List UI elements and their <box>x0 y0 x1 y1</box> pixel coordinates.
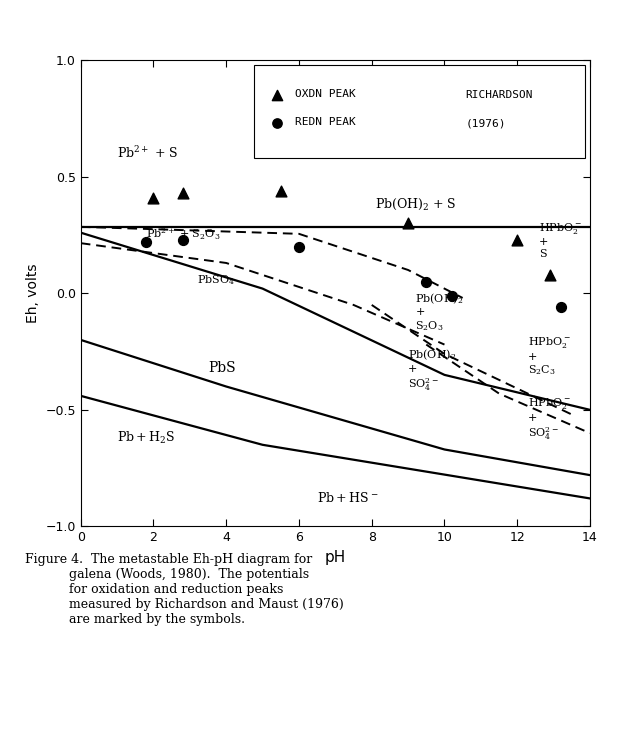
Text: $\mathregular{Pb + HS^-}$: $\mathregular{Pb + HS^-}$ <box>317 491 379 505</box>
Text: (1976): (1976) <box>465 118 505 128</box>
Y-axis label: Eh, volts: Eh, volts <box>26 263 40 323</box>
FancyBboxPatch shape <box>254 65 585 158</box>
Text: $\mathregular{Pb^{2+}}$ + S: $\mathregular{Pb^{2+}}$ + S <box>117 145 178 162</box>
Point <box>421 276 431 288</box>
Text: $\mathregular{HPbO_2^-}$
+
S: $\mathregular{HPbO_2^-}$ + S <box>539 220 582 259</box>
Point <box>272 117 282 129</box>
Text: OXDN PEAK: OXDN PEAK <box>294 89 355 99</box>
Point <box>556 302 566 314</box>
Text: $\mathregular{HPbO_2^-}$
+
$\mathregular{S_2C_3}$: $\mathregular{HPbO_2^-}$ + $\mathregular… <box>528 335 571 378</box>
Point <box>276 185 286 197</box>
X-axis label: pH: pH <box>325 550 346 565</box>
Text: $\mathregular{HPbO_2^-}$
+
$\mathregular{SO_4^{2-}}$: $\mathregular{HPbO_2^-}$ + $\mathregular… <box>528 396 571 442</box>
Text: ●  REDN PEAK}: ● REDN PEAK} <box>264 132 356 145</box>
Text: $\mathregular{Pb(OH)_2}$ + S: $\mathregular{Pb(OH)_2}$ + S <box>375 197 457 212</box>
Text: $\mathregular{Pb^{2+}}$ + $\mathregular{S_2O_3}$: $\mathregular{Pb^{2+}}$ + $\mathregular{… <box>146 226 220 241</box>
Text: REDN PEAK: REDN PEAK <box>294 117 355 126</box>
Text: Figure 4.  The metastable Eh-pH diagram for
           galena (Woods, 1980).  Th: Figure 4. The metastable Eh-pH diagram f… <box>25 553 343 626</box>
Text: PbS: PbS <box>208 361 235 375</box>
Point <box>446 290 456 302</box>
Text: RICHARDSON: RICHARDSON <box>465 90 533 100</box>
Point <box>545 268 555 280</box>
Point <box>178 234 188 246</box>
Point <box>512 234 522 246</box>
Point <box>294 241 304 253</box>
Text: $\mathregular{PbSO_4}$: $\mathregular{PbSO_4}$ <box>197 274 235 287</box>
Text: $\mathregular{Pb(OH)_2}$
+
$\mathregular{S_2O_3}$: $\mathregular{Pb(OH)_2}$ + $\mathregular… <box>415 291 464 333</box>
Point <box>403 217 413 229</box>
Text: ▲  OXDN PEAK}: ▲ OXDN PEAK} <box>264 98 356 111</box>
Point <box>272 89 282 102</box>
Point <box>148 192 158 204</box>
Point <box>141 236 151 248</box>
Text: $\mathregular{Pb + H_2S}$: $\mathregular{Pb + H_2S}$ <box>117 429 175 446</box>
Text: RICHARDSON
(1976): RICHARDSON (1976) <box>384 112 455 141</box>
Point <box>178 187 188 199</box>
Text: $\mathregular{Pb(OH)_2}$
+
$\mathregular{SO_4^{2-}}$: $\mathregular{Pb(OH)_2}$ + $\mathregular… <box>408 347 456 393</box>
